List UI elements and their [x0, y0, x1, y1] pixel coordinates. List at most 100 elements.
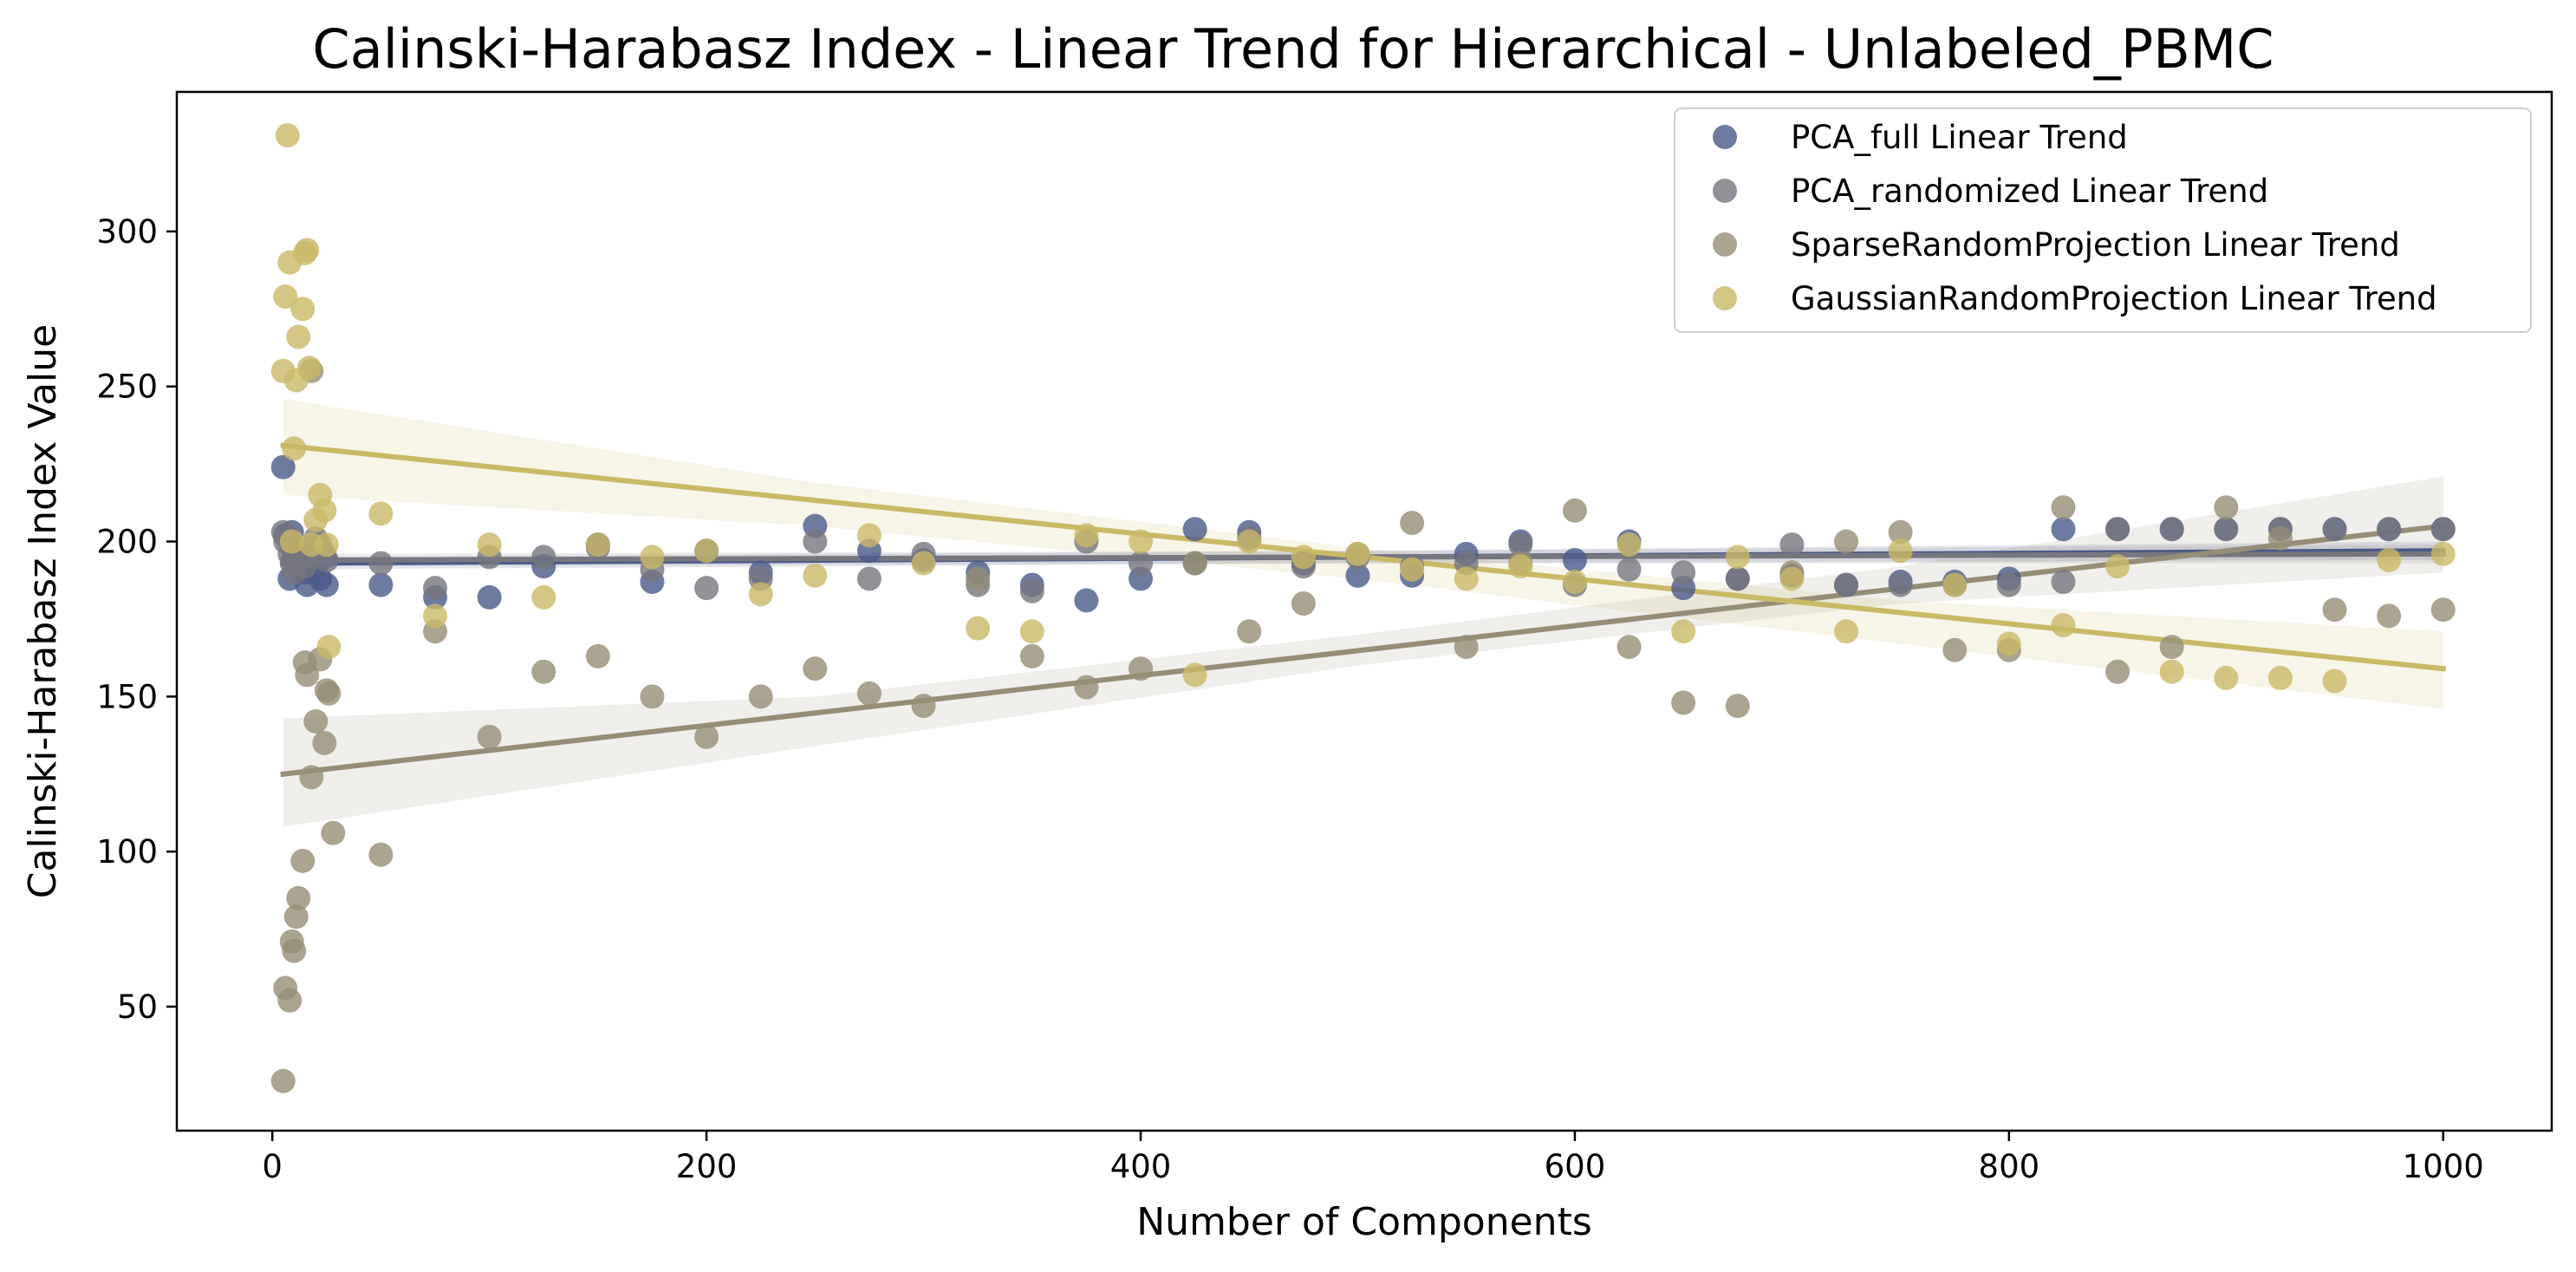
point-pca-randomized-linear-trend-22: [803, 529, 828, 554]
point-gaussianrandomprojection-linear-trend-31: [1074, 523, 1099, 548]
point-pca-randomized-linear-trend-28: [1129, 551, 1154, 576]
point-sparserandomprojection-linear-trend-19: [477, 724, 502, 749]
point-gaussianrandomprojection-linear-trend-47: [1942, 572, 1968, 597]
legend-frame: [1674, 108, 2532, 333]
point-gaussianrandomprojection-linear-trend-43: [1725, 545, 1750, 570]
point-sparserandomprojection-linear-trend-21: [585, 643, 610, 669]
legend-marker-pca-full-linear-trend: [1713, 125, 1737, 149]
point-pca-randomized-linear-trend-14: [368, 551, 394, 576]
point-pca-full-linear-trend-45: [2051, 517, 2076, 542]
trend-line-sparserandomprojection-linear-trend: [280, 523, 2447, 778]
point-gaussianrandomprojection-linear-trend-48: [1996, 631, 2021, 656]
x-tick-label: 400: [1110, 1148, 1172, 1185]
point-pca-randomized-linear-trend-42: [1888, 572, 1913, 597]
point-pca-randomized-linear-trend-44: [1996, 572, 2021, 597]
point-pca-full-linear-trend-14: [368, 572, 394, 597]
point-gaussianrandomprojection-linear-trend-42: [1671, 619, 1696, 644]
point-pca-full-linear-trend-32: [1345, 563, 1370, 588]
legend-label-sparserandomprojection-linear-trend: SparseRandomProjection Linear Trend: [1791, 226, 2400, 264]
point-pca-full-linear-trend-29: [1182, 517, 1207, 542]
point-gaussianrandomprojection-linear-trend-34: [1237, 529, 1262, 554]
point-sparserandomprojection-linear-trend-10: [299, 765, 324, 790]
legend: PCA_full Linear Trend PCA_randomized Line…: [1674, 108, 2532, 333]
point-pca-randomized-linear-trend-37: [1617, 557, 1642, 582]
legend-marker-pca-randomized-linear-trend: [1713, 179, 1737, 203]
point-pca-randomized-linear-trend-45: [2051, 570, 2076, 595]
point-gaussianrandomprojection-linear-trend-41: [1617, 532, 1642, 558]
legend-label-pca-full-linear-trend: PCA_full Linear Trend: [1791, 119, 2128, 156]
point-sparserandomprojection-linear-trend-37: [1454, 635, 1479, 660]
point-gaussianrandomprojection-linear-trend-1: [273, 284, 298, 310]
point-pca-randomized-linear-trend-26: [1019, 578, 1044, 603]
point-sparserandomprojection-linear-trend-52: [2267, 525, 2293, 551]
point-gaussianrandomprojection-linear-trend-46: [1888, 538, 1913, 564]
point-sparserandomprojection-linear-trend-53: [2322, 597, 2347, 623]
point-sparserandomprojection-linear-trend-45: [1888, 519, 1913, 545]
point-gaussianrandomprojection-linear-trend-21: [531, 584, 556, 610]
point-gaussianrandomprojection-linear-trend-50: [2105, 554, 2130, 579]
point-gaussianrandomprojection-linear-trend-30: [1019, 619, 1044, 644]
point-sparserandomprojection-linear-trend-34: [1291, 591, 1316, 616]
point-gaussianrandomprojection-linear-trend-8: [290, 297, 315, 322]
y-tick-label: 50: [117, 988, 158, 1026]
point-pca-full-linear-trend-36: [1562, 547, 1587, 572]
point-sparserandomprojection-linear-trend-25: [803, 656, 828, 682]
point-gaussianrandomprojection-linear-trend-2: [275, 123, 300, 148]
plot-frame: [175, 90, 2553, 1132]
point-gaussianrandomprojection-linear-trend-25: [748, 582, 773, 607]
point-gaussianrandomprojection-linear-trend-23: [640, 545, 665, 570]
point-gaussianrandomprojection-linear-trend-7: [286, 324, 311, 349]
point-sparserandomprojection-linear-trend-49: [2105, 659, 2130, 684]
point-gaussianrandomprojection-linear-trend-38: [1454, 566, 1479, 591]
point-sparserandomprojection-linear-trend-6: [286, 885, 311, 910]
point-sparserandomprojection-linear-trend-31: [1129, 656, 1154, 682]
point-gaussianrandomprojection-linear-trend-26: [803, 563, 828, 588]
point-gaussianrandomprojection-linear-trend-22: [585, 532, 610, 558]
y-axis: 50 100 150 200 250 300: [96, 213, 177, 1026]
point-pca-randomized-linear-trend-51: [2377, 517, 2402, 542]
point-pca-randomized-linear-trend-35: [1508, 532, 1533, 558]
point-sparserandomprojection-linear-trend-55: [2430, 597, 2456, 623]
point-gaussianrandomprojection-linear-trend-5: [282, 436, 307, 461]
point-gaussianrandomprojection-linear-trend-27: [856, 523, 881, 548]
point-gaussianrandomprojection-linear-trend-55: [2377, 547, 2402, 572]
point-sparserandomprojection-linear-trend-42: [1725, 694, 1750, 719]
point-gaussianrandomprojection-linear-trend-49: [2051, 613, 2076, 638]
point-sparserandomprojection-linear-trend-41: [1671, 690, 1696, 715]
point-sparserandomprojection-linear-trend-17: [368, 842, 394, 867]
y-tick-label: 250: [96, 369, 158, 406]
point-sparserandomprojection-linear-trend-22: [640, 684, 665, 709]
x-tick-label: 0: [262, 1148, 283, 1185]
point-gaussianrandomprojection-linear-trend-20: [477, 532, 502, 558]
chart-title: Calinski-Harabasz Index - Linear Trend f…: [312, 17, 2274, 81]
x-tick-label: 200: [676, 1148, 738, 1185]
legend-marker-sparserandomprojection-linear-trend: [1713, 232, 1737, 257]
point-gaussianrandomprojection-linear-trend-11: [296, 356, 322, 381]
point-gaussianrandomprojection-linear-trend-24: [694, 538, 719, 564]
point-gaussianrandomprojection-linear-trend-33: [1182, 662, 1207, 688]
point-gaussianrandomprojection-linear-trend-28: [911, 551, 936, 576]
legend-label-pca-randomized-linear-trend: PCA_randomized Linear Trend: [1791, 173, 2268, 210]
point-gaussianrandomprojection-linear-trend-15: [312, 498, 337, 523]
point-sparserandomprojection-linear-trend-2: [277, 988, 302, 1013]
point-pca-full-linear-trend-13: [314, 572, 339, 597]
point-sparserandomprojection-linear-trend-20: [531, 659, 556, 684]
point-sparserandomprojection-linear-trend-54: [2377, 603, 2402, 629]
point-pca-full-linear-trend-0: [270, 454, 296, 479]
point-sparserandomprojection-linear-trend-23: [694, 724, 719, 749]
x-tick-label: 800: [1979, 1148, 2040, 1185]
point-gaussianrandomprojection-linear-trend-54: [2322, 669, 2347, 694]
x-tick-label: 1000: [2403, 1148, 2484, 1185]
point-gaussianrandomprojection-linear-trend-44: [1779, 566, 1805, 591]
y-tick-label: 300: [96, 213, 158, 251]
point-gaussianrandomprojection-linear-trend-51: [2159, 659, 2184, 684]
point-pca-randomized-linear-trend-41: [1834, 572, 1859, 597]
point-pca-randomized-linear-trend-39: [1725, 566, 1750, 591]
point-pca-full-linear-trend-27: [1074, 588, 1099, 613]
point-sparserandomprojection-linear-trend-26: [856, 681, 881, 706]
point-sparserandomprojection-linear-trend-7: [290, 848, 315, 873]
y-tick-label: 200: [96, 524, 158, 561]
point-sparserandomprojection-linear-trend-11: [303, 708, 329, 734]
legend-label-gaussianrandomprojection-linear-trend: GaussianRandomProjection Linear Trend: [1791, 280, 2437, 317]
point-sparserandomprojection-linear-trend-30: [1074, 675, 1099, 700]
